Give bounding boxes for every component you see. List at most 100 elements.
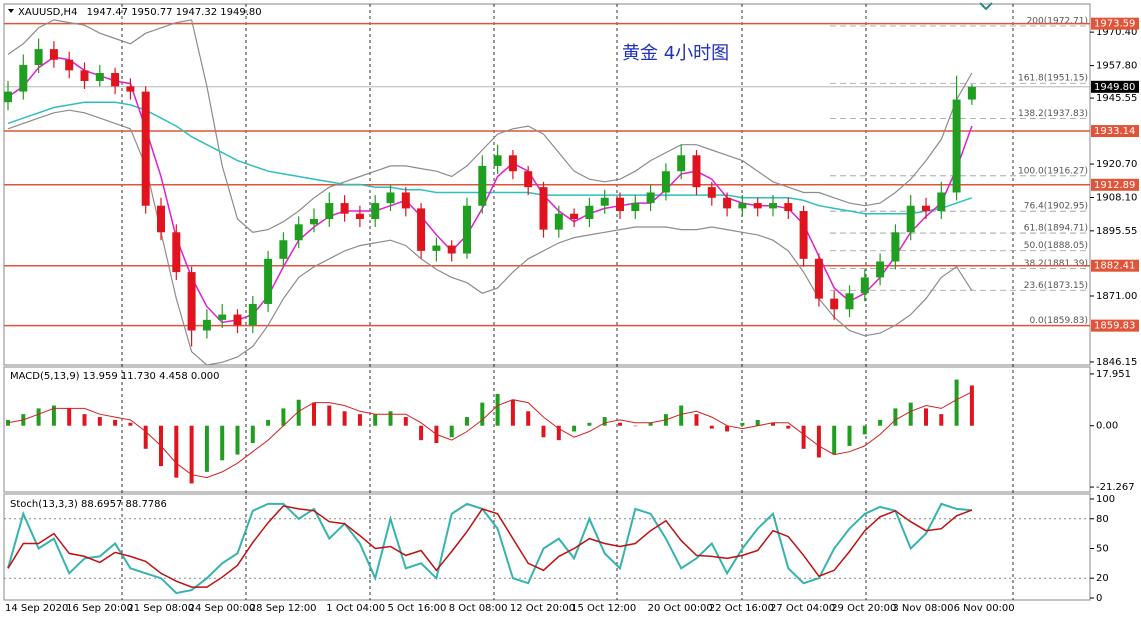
macd-bar — [847, 425, 852, 446]
candle-body — [325, 203, 334, 220]
macd-bar — [403, 417, 408, 426]
candle-body — [248, 303, 257, 326]
macd-bar — [556, 425, 561, 441]
candle-body — [401, 192, 410, 209]
candle-body — [279, 240, 288, 259]
macd-panel — [3, 366, 1091, 493]
menu-triangle — [8, 9, 14, 13]
x-tick-label: 28 Sep 12:00 — [250, 603, 317, 614]
candle-body — [769, 203, 777, 209]
macd-bar — [755, 419, 760, 426]
signal-line — [7, 391, 973, 479]
macd-bar — [786, 425, 791, 429]
x-tick-label: 5 Oct 16:00 — [388, 603, 447, 614]
candle-body — [463, 205, 471, 254]
fib-label: 76.4(1902.95) — [1024, 202, 1088, 212]
candle-body — [141, 91, 150, 206]
candle-body — [723, 197, 732, 209]
x-tick-label: 24 Sep 00:00 — [189, 603, 256, 614]
candle-body — [707, 187, 716, 198]
macd-bar — [51, 405, 56, 426]
candle-body — [616, 197, 624, 212]
candle-body — [692, 155, 701, 188]
candle-body — [524, 171, 533, 188]
macd-bar — [235, 425, 240, 455]
candle-body — [585, 205, 594, 220]
shift-marker — [979, 2, 993, 11]
level-label: 1859.83 — [1094, 321, 1135, 332]
y-tick-label: 1871.00 — [1096, 291, 1137, 302]
x-tick-label: 16 Sep 20:00 — [66, 603, 133, 614]
macd-bar — [832, 425, 837, 455]
candle-body — [432, 245, 441, 251]
macd-bar — [862, 425, 867, 435]
level-box — [1091, 259, 1139, 272]
candle-body — [310, 219, 318, 225]
candle-body — [845, 293, 854, 310]
macd-bar — [572, 425, 577, 432]
candle-body — [95, 73, 104, 81]
macd-bar — [878, 419, 883, 426]
level-label: 1882.41 — [1094, 261, 1135, 272]
y-tick-label: 50 — [1096, 543, 1109, 554]
candle-body — [937, 192, 946, 212]
macd-bar — [449, 425, 454, 438]
candle-body — [447, 245, 456, 254]
indicator-line — [7, 56, 973, 324]
candle-body — [371, 203, 380, 220]
close: 1949.80 — [220, 7, 261, 18]
candle-body — [830, 298, 839, 310]
low: 1947.32 — [176, 7, 217, 18]
y-tick-label: 1957.80 — [1096, 61, 1137, 72]
macd-bar — [373, 414, 378, 426]
macd-bar — [587, 422, 592, 426]
candle-body — [539, 187, 548, 230]
macd-bar — [113, 419, 118, 426]
macd-bar — [296, 399, 301, 426]
x-tick-label: 15 Oct 12:00 — [571, 603, 636, 614]
macd-bar — [908, 402, 913, 426]
macd-bar — [709, 425, 714, 429]
candle-body — [386, 192, 395, 204]
indicator-line — [7, 109, 973, 366]
macd-bar — [480, 402, 485, 426]
candle-body — [570, 213, 579, 220]
candle-body — [860, 277, 869, 294]
candle-body — [233, 314, 242, 326]
candle-body — [922, 205, 930, 212]
macd-bar — [541, 425, 546, 438]
macd-bar — [969, 385, 974, 426]
stoch-main — [7, 502, 972, 595]
high: 1950.77 — [131, 7, 172, 18]
y-tick-label: 1920.70 — [1096, 159, 1137, 170]
candle-body — [294, 224, 303, 241]
candle-body — [554, 213, 563, 230]
candle-body — [126, 86, 135, 92]
indicator-line — [7, 19, 973, 233]
x-tick-label: 27 Oct 04:00 — [770, 603, 835, 614]
macd-bar — [36, 408, 41, 426]
chart-title: 黄金 4小时图 — [622, 43, 729, 64]
symbol: XAUUSD,H4 — [18, 7, 77, 18]
x-tick-label: 20 Oct 00:00 — [648, 603, 713, 614]
candle-body — [172, 232, 181, 273]
macd-bar — [97, 417, 102, 426]
candle-body — [508, 155, 517, 172]
y-tick-label: 80 — [1096, 514, 1109, 525]
y-tick-label: 0.00 — [1096, 421, 1118, 432]
candle-body — [814, 258, 823, 299]
stoch-signal — [7, 505, 973, 588]
level-box — [1091, 319, 1139, 332]
level-box — [1091, 125, 1139, 138]
x-tick-label: 22 Oct 16:00 — [709, 603, 774, 614]
candle-body — [876, 261, 885, 278]
fib-label: 38.2(1881.39) — [1024, 259, 1088, 269]
fib-label: 61.8(1894.71) — [1024, 224, 1088, 234]
y-tick-label: 1846.15 — [1096, 357, 1137, 368]
level-label: 1973.59 — [1094, 19, 1135, 30]
x-tick-label: 14 Sep 2020 — [5, 603, 68, 614]
x-tick-label: 29 Oct 20:00 — [831, 603, 896, 614]
macd-bar — [82, 414, 87, 426]
macd-bar — [939, 414, 944, 426]
